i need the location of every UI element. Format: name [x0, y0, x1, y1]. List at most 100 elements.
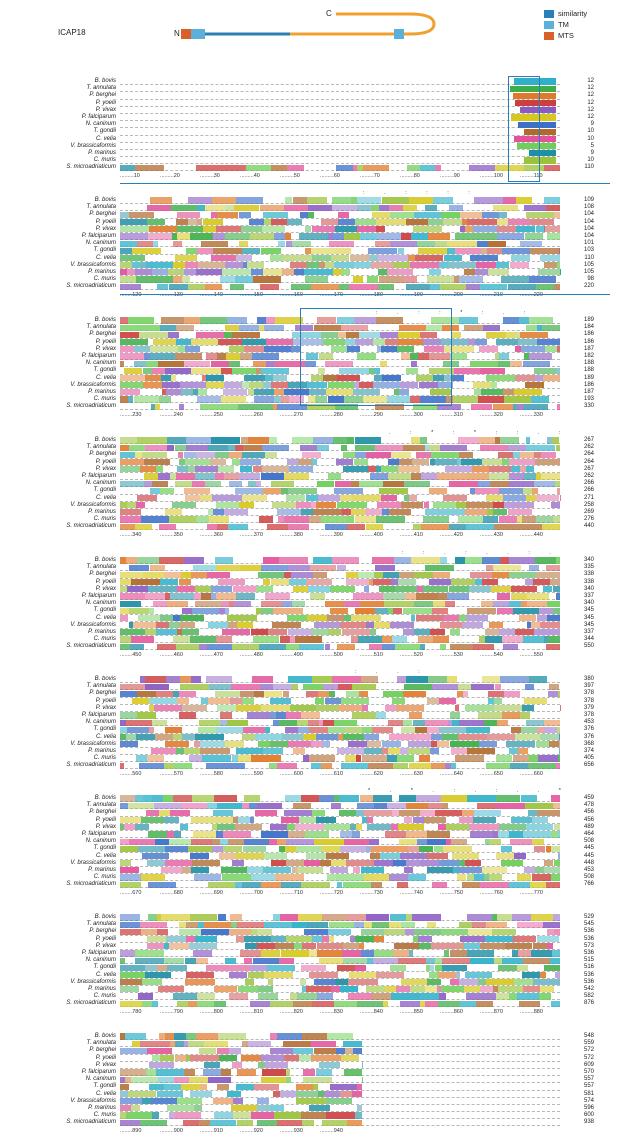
aligned-residues	[479, 346, 499, 353]
aligned-residues	[148, 586, 178, 593]
aligned-residues	[382, 690, 403, 697]
aligned-residues	[120, 1000, 142, 1007]
aligned-residues	[390, 964, 406, 971]
sequence-row	[120, 578, 560, 586]
aligned-residues	[420, 164, 435, 171]
residue-position: 187	[583, 388, 594, 395]
aligned-residues	[200, 240, 229, 247]
residue-position: 478	[583, 802, 594, 809]
aligned-residues	[422, 338, 442, 346]
aligned-residues	[373, 367, 381, 374]
aligned-residues	[174, 480, 193, 487]
aligned-residues	[531, 396, 550, 403]
aligned-residues	[153, 240, 159, 247]
aligned-residues	[473, 382, 491, 389]
sequence-row	[120, 150, 560, 158]
sequence-row	[120, 629, 560, 637]
aligned-residues	[316, 480, 335, 487]
aligned-residues	[520, 466, 527, 473]
aligned-residues	[559, 733, 560, 741]
aligned-residues	[241, 1054, 262, 1062]
aligned-residues	[152, 269, 168, 276]
aligned-residues	[382, 571, 400, 578]
aligned-residues	[410, 396, 420, 403]
aligned-residues	[234, 852, 264, 860]
aligned-residues	[536, 614, 547, 622]
aligned-residues	[336, 317, 355, 324]
aligned-residues	[312, 1000, 335, 1007]
aligned-residues	[476, 1000, 493, 1007]
aligned-residues	[183, 269, 196, 276]
aligned-residues	[432, 636, 450, 643]
aligned-residues	[172, 795, 193, 802]
aligned-residues	[260, 564, 288, 571]
aligned-residues	[284, 197, 293, 204]
sequence-row	[120, 437, 560, 445]
aligned-residues	[129, 838, 156, 845]
aligned-residues	[461, 809, 474, 816]
aligned-residues	[466, 874, 474, 881]
aligned-residues	[457, 683, 471, 690]
aligned-residues	[306, 578, 332, 586]
aligned-residues	[340, 1090, 352, 1098]
aligned-residues	[531, 487, 539, 494]
aligned-residues	[130, 643, 144, 650]
aligned-residues	[532, 943, 548, 950]
aligned-residues	[464, 269, 475, 276]
aligned-residues	[188, 197, 212, 204]
aligned-residues	[508, 480, 534, 487]
aligned-residues	[234, 204, 260, 211]
aligned-residues	[211, 593, 216, 600]
aligned-residues	[400, 726, 415, 733]
ruler-tick: .........510	[360, 651, 383, 658]
aligned-residues	[187, 283, 206, 290]
aligned-residues	[185, 1054, 191, 1062]
ruler-tick: .........300	[400, 411, 423, 418]
aligned-residues	[231, 755, 239, 762]
aligned-residues	[373, 571, 383, 578]
aligned-residues	[257, 1119, 277, 1126]
aligned-residues	[289, 993, 298, 1000]
aligned-residues	[303, 269, 333, 276]
aligned-residues	[128, 396, 134, 403]
sequence-row	[120, 516, 560, 524]
aligned-residues	[466, 726, 491, 733]
sequence-row	[120, 838, 560, 846]
aligned-residues	[192, 950, 213, 957]
aligned-residues	[120, 824, 125, 831]
aligned-residues	[140, 816, 164, 824]
aligned-residues	[336, 874, 365, 881]
aligned-residues	[339, 831, 352, 838]
ruler-tick: .........550	[520, 651, 543, 658]
aligned-residues	[521, 971, 541, 979]
ruler-tick: .........430	[480, 531, 503, 538]
aligned-residues	[310, 762, 322, 769]
species-name: C. muris	[93, 276, 116, 283]
aligned-residues	[204, 921, 231, 928]
aligned-residues	[315, 502, 337, 509]
aligned-residues	[153, 705, 182, 712]
aligned-residues	[259, 204, 284, 211]
aligned-residues	[345, 571, 358, 578]
aligned-residues	[528, 676, 548, 683]
aligned-residues	[501, 247, 530, 254]
aligned-residues	[486, 921, 508, 928]
species-name: P. falciparum	[81, 1068, 116, 1075]
aligned-residues	[156, 914, 162, 921]
aligned-residues	[508, 444, 526, 451]
aligned-residues	[144, 683, 169, 690]
aligned-residues	[458, 860, 465, 867]
aligned-residues	[503, 690, 521, 697]
aligned-residues	[294, 269, 304, 276]
aligned-residues	[277, 762, 297, 769]
sequence-tracks	[120, 557, 560, 651]
aligned-residues	[120, 1090, 129, 1098]
aligned-residues	[302, 1033, 327, 1040]
aligned-residues	[389, 509, 411, 516]
aligned-residues	[537, 269, 560, 276]
sequence-row	[120, 1105, 560, 1113]
aligned-residues	[368, 466, 377, 473]
c-terminus-label: C	[326, 9, 332, 18]
species-name: T. annulata	[86, 204, 116, 211]
ruler-tick: .........100	[480, 172, 503, 179]
